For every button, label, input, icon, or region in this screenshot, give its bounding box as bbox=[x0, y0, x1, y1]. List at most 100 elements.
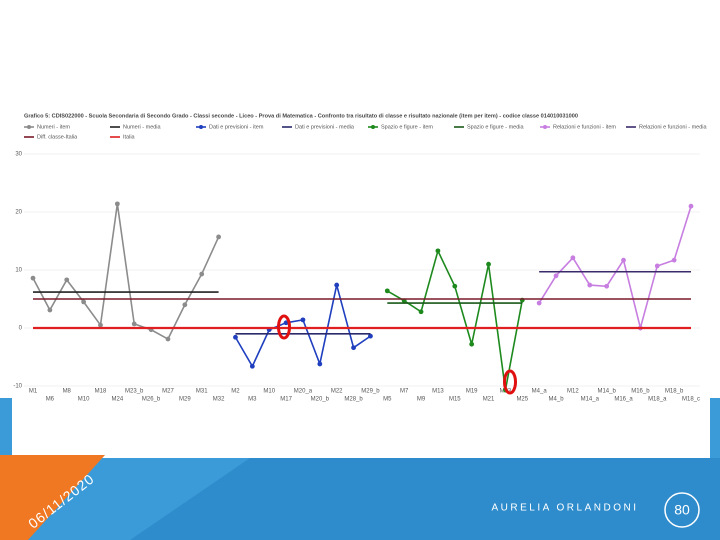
x-tick-label: M18_b bbox=[665, 389, 684, 395]
chart-panel bbox=[12, 0, 710, 458]
point bbox=[536, 300, 542, 306]
legend-marker bbox=[543, 125, 547, 129]
legend-label: Numeri - item bbox=[37, 124, 70, 130]
x-tick-label: M20_b bbox=[311, 397, 330, 403]
chart-title: Grafico 5: CDIS022000 - Scuola Secondari… bbox=[24, 113, 578, 119]
point bbox=[131, 321, 137, 327]
point bbox=[435, 248, 441, 254]
x-tick-label: M8 bbox=[63, 389, 72, 395]
x-tick-label: M18_a bbox=[648, 397, 667, 403]
x-tick-label: M14_a bbox=[581, 397, 600, 403]
page-number: 80 bbox=[674, 502, 690, 518]
x-tick-label: M29_b bbox=[361, 389, 380, 395]
legend-label: Dati e previsioni - item bbox=[209, 124, 264, 130]
point bbox=[469, 341, 475, 347]
x-tick-label: M2 bbox=[231, 389, 240, 395]
point bbox=[47, 307, 53, 313]
point bbox=[81, 299, 87, 305]
legend-label: Italia bbox=[123, 134, 136, 140]
orange-corner bbox=[0, 455, 105, 540]
legend-marker bbox=[371, 125, 375, 129]
x-tick-label: M10 bbox=[78, 397, 90, 403]
x-tick-label: M24 bbox=[112, 397, 124, 403]
point bbox=[249, 363, 255, 369]
y-tick-label: 0 bbox=[19, 326, 23, 332]
x-tick-label: M31 bbox=[196, 389, 208, 395]
x-tick-label: M17 bbox=[280, 397, 292, 403]
y-tick-label: -10 bbox=[13, 384, 22, 390]
legend-label: Relazioni e funzioni - item bbox=[553, 124, 616, 130]
legend-label: Spazio e figure - item bbox=[381, 124, 433, 130]
point bbox=[334, 282, 340, 288]
y-tick-label: 30 bbox=[15, 152, 22, 158]
legend-marker bbox=[199, 125, 203, 129]
point bbox=[351, 345, 356, 351]
x-tick-label: M12 bbox=[567, 389, 579, 395]
x-tick-label: M16_a bbox=[614, 397, 633, 403]
legend: Numeri - item Numeri - media Dati e previs… bbox=[24, 124, 708, 140]
x-tick-label: M19 bbox=[466, 389, 478, 395]
legend-marker bbox=[27, 125, 31, 129]
point bbox=[114, 201, 120, 207]
point bbox=[604, 283, 610, 289]
point bbox=[182, 302, 188, 308]
x-tick-label: M4_b bbox=[549, 397, 565, 403]
point bbox=[30, 275, 36, 281]
highlight-oval bbox=[277, 314, 291, 340]
x-tick-label: M25 bbox=[516, 397, 528, 403]
x-tick-label: M10 bbox=[263, 389, 275, 395]
y-tick-label: 20 bbox=[15, 210, 22, 216]
point bbox=[216, 234, 221, 240]
point bbox=[165, 336, 171, 342]
x-tick-label: M7 bbox=[400, 389, 409, 395]
legend-label: Relazioni e funzioni - media bbox=[639, 124, 708, 130]
point bbox=[317, 361, 323, 367]
x-tick-label: M3 bbox=[248, 397, 257, 403]
x-tick-label: M28_b bbox=[344, 397, 363, 403]
x-tick-label: M20_a bbox=[294, 389, 313, 395]
point bbox=[199, 271, 205, 277]
x-tick-label: M5 bbox=[383, 397, 392, 403]
x-tick-label: M22 bbox=[331, 389, 343, 395]
legend-label: Dati e previsioni - media bbox=[295, 124, 355, 130]
point bbox=[587, 282, 593, 288]
highlight-oval bbox=[503, 369, 517, 395]
point bbox=[621, 257, 626, 263]
x-tick-label: M27 bbox=[162, 389, 174, 395]
point bbox=[486, 261, 491, 267]
point bbox=[300, 317, 306, 323]
point bbox=[418, 309, 424, 315]
x-tick-label: M23_b bbox=[125, 389, 144, 395]
point bbox=[688, 203, 694, 209]
legend-label: Spazio e figure - media bbox=[467, 124, 524, 130]
x-tick-label: M29 bbox=[179, 397, 191, 403]
point bbox=[570, 255, 576, 261]
page-circle bbox=[664, 492, 700, 528]
x-tick-label: M16_b bbox=[631, 389, 650, 395]
point bbox=[384, 288, 390, 294]
x-tick-label: M26_b bbox=[142, 397, 161, 403]
x-tick-label: M4_a bbox=[532, 389, 548, 395]
x-tick-label: M21 bbox=[483, 397, 495, 403]
x-tick-label: M9 bbox=[417, 397, 426, 403]
legend-label: Numeri - media bbox=[123, 124, 162, 130]
point bbox=[98, 322, 103, 328]
x-tick-label: M13 bbox=[432, 389, 444, 395]
point bbox=[233, 334, 238, 340]
legend-label: Diff. classe-Italia bbox=[37, 134, 78, 140]
y-tick-label: 10 bbox=[15, 268, 22, 274]
point bbox=[64, 277, 70, 283]
x-tick-label: M32 bbox=[213, 397, 225, 403]
x-tick-label: M6 bbox=[46, 397, 55, 403]
point bbox=[368, 333, 373, 339]
series-line bbox=[538, 205, 692, 332]
x-tick-label: M14_b bbox=[597, 389, 616, 395]
author: AURELIA ORLANDONI bbox=[492, 503, 639, 514]
point bbox=[553, 273, 559, 279]
point bbox=[671, 257, 677, 263]
band-shade bbox=[130, 458, 720, 540]
x-tick-label: M1 bbox=[29, 389, 38, 395]
x-tick-label: M18 bbox=[95, 389, 107, 395]
